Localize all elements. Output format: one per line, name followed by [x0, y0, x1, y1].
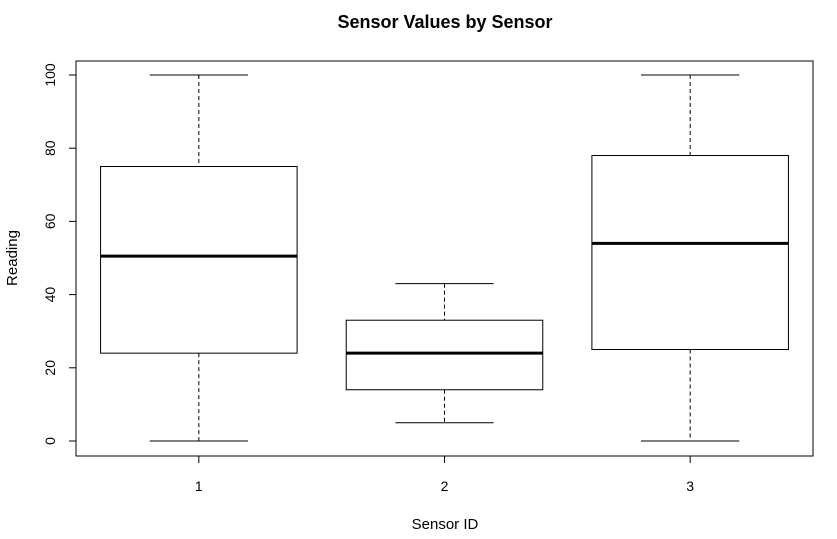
x-tick-label: 2	[441, 478, 449, 494]
box-sensor-2	[345, 283, 544, 424]
y-axis-label: Reading	[4, 230, 21, 286]
y-tick-label: 60	[42, 213, 58, 229]
x-tick-label: 3	[686, 478, 694, 494]
iqr-box	[591, 155, 789, 350]
y-tick-label: 20	[42, 360, 58, 376]
box-sensor-1	[100, 74, 298, 442]
iqr-box	[100, 166, 298, 354]
boxes-group	[100, 74, 789, 442]
y-tick-label: 0	[42, 437, 58, 445]
y-tick-label: 80	[42, 140, 58, 156]
x-axis-label: Sensor ID	[412, 516, 479, 533]
chart-title: Sensor Values by Sensor	[337, 12, 552, 32]
y-tick-label: 100	[42, 63, 58, 87]
x-tick-label: 1	[195, 478, 203, 494]
box-sensor-3	[591, 74, 789, 442]
y-tick-label: 40	[42, 287, 58, 303]
y-axis: 0 20 40 60 80 100	[42, 63, 77, 445]
x-axis: 1 2 3	[195, 455, 694, 494]
iqr-box	[345, 319, 544, 391]
